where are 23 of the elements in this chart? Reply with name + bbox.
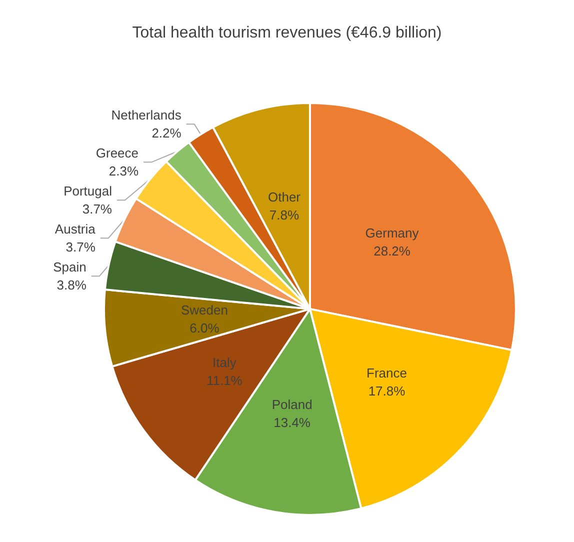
data-label: 3.7% — [82, 202, 112, 217]
slice-label: Spain — [53, 260, 86, 275]
data-label: 13.4% — [274, 414, 311, 430]
slice-label: Austria — [54, 222, 96, 237]
slice-label: Poland — [272, 396, 312, 412]
data-label: 11.1% — [206, 373, 243, 388]
data-label: 2.2% — [152, 126, 182, 141]
data-label: 28.2% — [374, 243, 411, 258]
slice-label: Italy — [212, 355, 237, 370]
slice-label: Greece — [96, 146, 139, 161]
data-label: 7.8% — [269, 208, 300, 223]
slice-label: Other — [268, 190, 302, 205]
data-label: 17.8% — [368, 383, 406, 398]
slice-label: Sweden — [180, 302, 228, 318]
data-label: 3.8% — [56, 278, 87, 293]
slice-label: Portugal — [64, 184, 112, 199]
slice-label: Germany — [365, 225, 420, 240]
data-label: 6.0% — [190, 320, 220, 336]
slice-label: Netherlands — [111, 108, 182, 123]
data-label: 2.3% — [108, 164, 139, 179]
data-label: 3.7% — [66, 240, 96, 255]
chart-title: Total health tourism revenues (€46.9 billion) — [132, 24, 442, 42]
slice-label: France — [366, 365, 407, 380]
